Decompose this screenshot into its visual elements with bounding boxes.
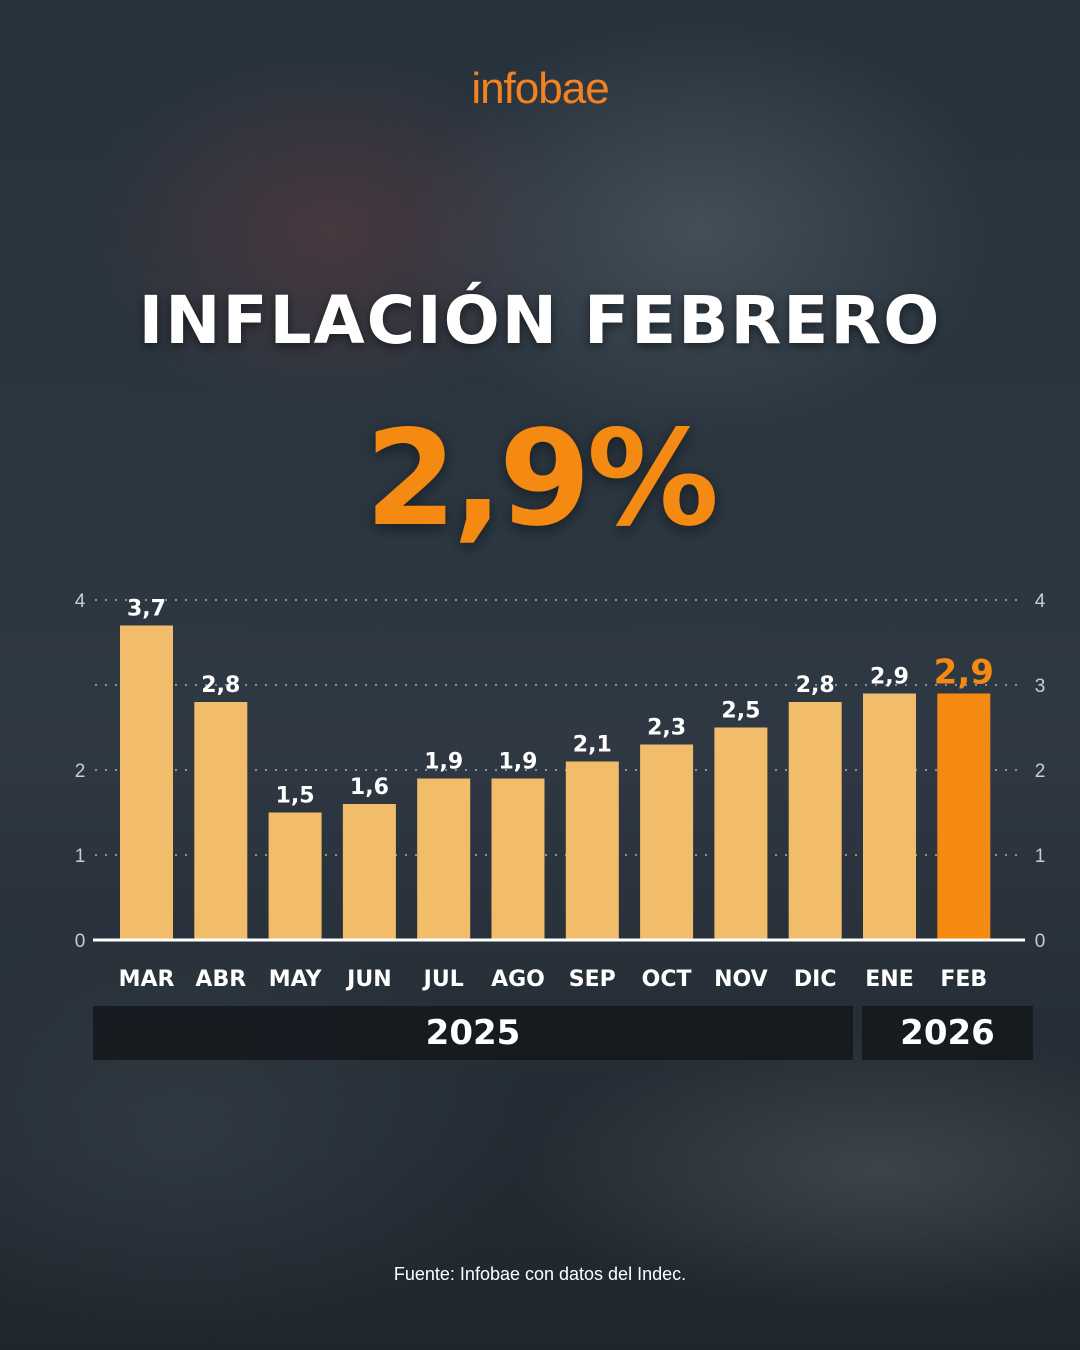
y-tick-right-0: 0 [1035, 931, 1046, 952]
x-tick-abr: ABR [195, 967, 246, 992]
source-note: Fuente: Infobae con datos del Indec. [393, 1264, 687, 1284]
value-label-mar: 3,7 [127, 597, 166, 622]
value-label-sep: 2,1 [573, 733, 612, 758]
y-tick-right-3: 3 [1035, 676, 1046, 697]
bar-feb [937, 693, 991, 940]
year-label-2025: 2025 [93, 1006, 853, 1060]
value-label-may: 1,5 [276, 784, 315, 809]
value-label-dic: 2,8 [796, 673, 835, 698]
value-label-oct: 2,3 [647, 716, 686, 741]
value-label-nov: 2,5 [721, 699, 760, 724]
y-tick-left-2: 2 [75, 761, 86, 782]
bar-nov [714, 727, 768, 940]
y-tick-right-1: 1 [1035, 846, 1046, 867]
value-label-jul: 1,9 [424, 750, 463, 775]
y-tick-right-4: 4 [1035, 591, 1046, 612]
bar-jul [417, 778, 471, 940]
bar-ago [491, 778, 545, 940]
bar-dic [788, 702, 842, 940]
bar-oct [640, 744, 694, 940]
y-tick-left-4: 4 [75, 591, 86, 612]
value-label-ene: 2,9 [870, 665, 909, 690]
x-tick-may: MAY [269, 967, 323, 992]
bar-sep [565, 761, 619, 940]
x-tick-dic: DIC [794, 967, 837, 992]
y-tick-left-0: 0 [75, 931, 86, 952]
value-label-abr: 2,8 [201, 673, 240, 698]
page-title: INFLACIÓN FEBRERO [138, 282, 942, 359]
headline-value: 2,9% [364, 402, 719, 556]
bar-may [268, 812, 322, 940]
bar-jun [342, 804, 396, 940]
bar-mar [120, 625, 173, 940]
x-tick-ago: AGO [491, 967, 545, 992]
x-tick-nov: NOV [714, 967, 768, 992]
x-tick-mar: MAR [119, 967, 175, 992]
x-tick-feb: FEB [940, 967, 987, 992]
x-tick-jun: JUN [345, 967, 391, 992]
value-label-jun: 1,6 [350, 775, 389, 800]
x-tick-sep: SEP [569, 967, 616, 992]
x-tick-ene: ENE [865, 967, 913, 992]
x-tick-oct: OCT [642, 967, 692, 992]
y-tick-left-1: 1 [75, 846, 86, 867]
inflation-bar-chart: 0 1 2 4 0 1 2 3 4 3,7 MAR 2,8 ABR 1,5 MAY 1,6 JUN 1,9 JUL 1… [75, 591, 1046, 992]
infobae-logo: infobae [471, 64, 609, 113]
bar-abr [194, 702, 248, 940]
value-label-ago: 1,9 [499, 750, 538, 775]
value-label-feb: 2,9 [934, 653, 994, 693]
y-tick-right-2: 2 [1035, 761, 1046, 782]
x-tick-jul: JUL [422, 967, 464, 992]
bar-ene [863, 693, 916, 940]
year-label-2026: 2026 [862, 1006, 1033, 1060]
